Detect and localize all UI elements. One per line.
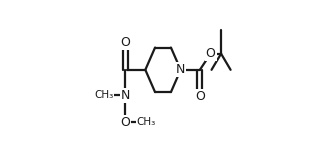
Text: N: N [121, 89, 130, 102]
Text: O: O [206, 47, 215, 60]
Text: N: N [176, 63, 185, 76]
Text: CH₃: CH₃ [94, 90, 113, 100]
Text: O: O [195, 90, 205, 103]
Text: O: O [120, 36, 130, 49]
Text: O: O [120, 115, 130, 128]
Text: CH₃: CH₃ [137, 117, 156, 127]
